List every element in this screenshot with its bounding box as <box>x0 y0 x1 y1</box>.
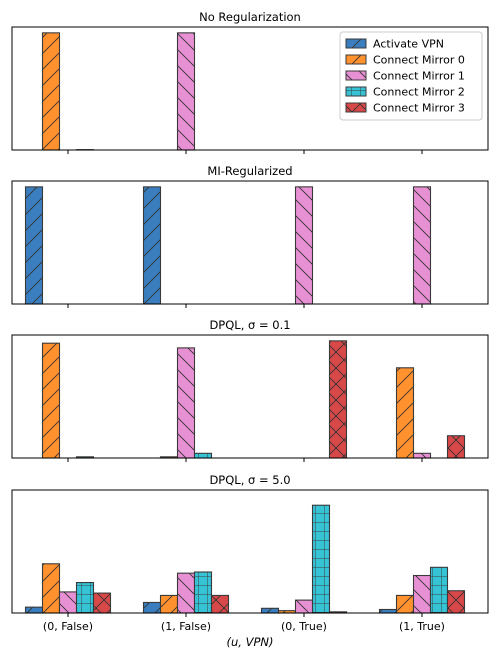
legend-item-1: Activate VPN <box>345 38 444 51</box>
axes-frame <box>11 180 489 305</box>
legend-label: Activate VPN <box>373 38 444 51</box>
legend-item-5: Connect Mirror 3 <box>345 102 465 115</box>
chart-legend: Activate VPN Connect Mirror 0 Connect Mirr… <box>339 31 483 121</box>
chart-panel-4: DPQL, σ = 5.0 (0, False) (1, False) (0, Tru… <box>11 473 489 633</box>
chart-panel-1: No Regularization <box>11 10 489 154</box>
chart-panel-2: MI-Regularized <box>11 164 489 308</box>
bar-connect-mirror-1-3 <box>294 186 314 305</box>
bar-activate-vpn-1 <box>24 186 44 305</box>
bar-connect-mirror-3-3 <box>328 340 348 459</box>
chart-title: No Regularization <box>199 10 301 24</box>
x-axis-label: (u, VPN) <box>227 635 274 649</box>
bar-connect-mirror-3-2 <box>210 594 230 614</box>
bar-activate-vpn-2 <box>142 601 162 614</box>
x-tick-label: (0, False) <box>43 620 93 633</box>
bar-connect-mirror-0-1 <box>41 342 61 459</box>
bar-connect-mirror-0-4 <box>395 594 415 614</box>
bar-connect-mirror-1-4 <box>412 186 432 305</box>
bar-connect-mirror-0-4 <box>395 367 415 459</box>
x-tick-label: (0, True) <box>281 620 327 633</box>
bar-activate-vpn-1 <box>24 606 44 614</box>
bar-connect-mirror-2-1 <box>75 581 95 614</box>
bar-activate-vpn-4 <box>378 608 398 614</box>
chart-title: DPQL, σ = 5.0 <box>209 473 290 487</box>
bar-connect-mirror-2-4 <box>429 566 449 614</box>
x-tick-label: (1, True) <box>399 620 445 633</box>
legend-label: Connect Mirror 3 <box>373 102 465 115</box>
bar-connect-mirror-0-1 <box>41 563 61 614</box>
bar-activate-vpn-2 <box>142 186 162 305</box>
bar-connect-mirror-3-4 <box>446 590 466 614</box>
legend-label: Connect Mirror 0 <box>373 54 465 67</box>
bar-connect-mirror-1-1 <box>58 591 78 614</box>
bar-connect-mirror-0-2 <box>159 594 179 614</box>
legend-item-4: Connect Mirror 2 <box>345 86 465 99</box>
bar-connect-mirror-1-4 <box>412 452 432 459</box>
bar-connect-mirror-3-4 <box>446 435 466 459</box>
bar-connect-mirror-2-2 <box>193 452 213 459</box>
chart-panel-3: DPQL, σ = 0.1 <box>11 318 489 462</box>
axes-frame <box>11 334 489 459</box>
legend-item-2: Connect Mirror 0 <box>345 54 465 67</box>
bar-connect-mirror-2-2 <box>193 571 213 614</box>
bar-activate-vpn-3 <box>260 607 280 614</box>
bar-connect-mirror-1-3 <box>294 599 314 614</box>
legend-label: Connect Mirror 2 <box>373 86 465 99</box>
bar-connect-mirror-2-3 <box>311 504 331 614</box>
legend-label: Connect Mirror 1 <box>373 70 465 83</box>
chart-title: MI-Regularized <box>207 164 292 178</box>
x-tick-label: (1, False) <box>161 620 211 633</box>
chart-title: DPQL, σ = 0.1 <box>209 318 290 332</box>
bar-connect-mirror-1-4 <box>412 574 432 614</box>
bar-connect-mirror-0-1 <box>41 32 61 151</box>
legend-item-3: Connect Mirror 1 <box>345 70 465 83</box>
bar-connect-mirror-1-2 <box>176 347 196 459</box>
bar-connect-mirror-3-1 <box>92 592 112 614</box>
bar-connect-mirror-1-2 <box>176 572 196 614</box>
axes-frame <box>11 26 489 151</box>
axes-frame <box>11 489 489 614</box>
bar-connect-mirror-1-2 <box>176 32 196 151</box>
